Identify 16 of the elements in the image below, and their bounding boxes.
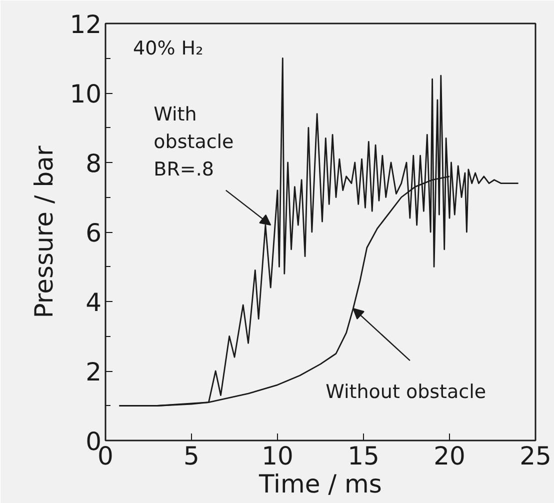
y-tick-label: 10 bbox=[70, 80, 102, 108]
annotation: With obstacle BR=.8 bbox=[154, 103, 234, 180]
y-tick-label: 12 bbox=[70, 10, 102, 39]
x-tick-label: 20 bbox=[434, 442, 466, 470]
y-axis-title: Pressure / bar bbox=[30, 145, 59, 318]
y-tick-label: 8 bbox=[86, 149, 102, 178]
x-tick-label: 10 bbox=[262, 442, 294, 470]
annotation: 40% H₂ bbox=[133, 37, 204, 60]
y-tick-label: 2 bbox=[86, 358, 102, 386]
y-tick-label: 4 bbox=[86, 288, 102, 317]
x-tick-label: 25 bbox=[520, 442, 552, 470]
y-tick-label: 6 bbox=[86, 218, 102, 248]
x-tick-label: 15 bbox=[348, 442, 380, 470]
x-axis-title: Time / ms bbox=[258, 470, 382, 498]
annotation: Without obstacle bbox=[326, 380, 486, 403]
x-tick-label: 5 bbox=[184, 442, 200, 470]
